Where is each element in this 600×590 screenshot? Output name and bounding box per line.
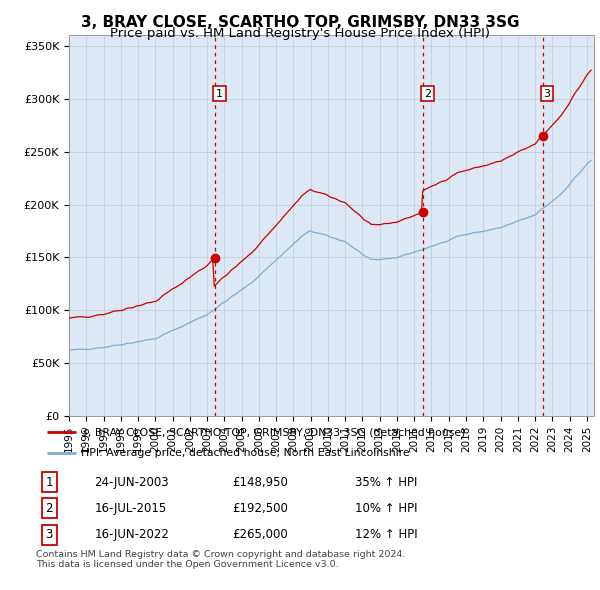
Text: 1: 1 (46, 476, 53, 489)
Text: HPI: Average price, detached house, North East Lincolnshire: HPI: Average price, detached house, Nort… (81, 448, 410, 458)
Text: Contains HM Land Registry data © Crown copyright and database right 2024.
This d: Contains HM Land Registry data © Crown c… (36, 550, 406, 569)
Text: 3, BRAY CLOSE, SCARTHO TOP, GRIMSBY, DN33 3SG (detached house): 3, BRAY CLOSE, SCARTHO TOP, GRIMSBY, DN3… (81, 428, 466, 438)
Text: 16-JUL-2015: 16-JUL-2015 (94, 502, 167, 515)
Text: 3: 3 (46, 528, 53, 541)
Text: £148,950: £148,950 (232, 476, 289, 489)
Text: Price paid vs. HM Land Registry's House Price Index (HPI): Price paid vs. HM Land Registry's House … (110, 27, 490, 40)
Text: 2: 2 (46, 502, 53, 515)
Text: £192,500: £192,500 (232, 502, 289, 515)
Text: 10% ↑ HPI: 10% ↑ HPI (355, 502, 417, 515)
Text: 3, BRAY CLOSE, SCARTHO TOP, GRIMSBY, DN33 3SG: 3, BRAY CLOSE, SCARTHO TOP, GRIMSBY, DN3… (81, 15, 519, 30)
Text: 24-JUN-2003: 24-JUN-2003 (94, 476, 169, 489)
Text: 16-JUN-2022: 16-JUN-2022 (94, 528, 169, 541)
Text: £265,000: £265,000 (232, 528, 288, 541)
Text: 1: 1 (216, 88, 223, 99)
Text: 12% ↑ HPI: 12% ↑ HPI (355, 528, 417, 541)
Text: 35% ↑ HPI: 35% ↑ HPI (355, 476, 417, 489)
Text: 3: 3 (544, 88, 551, 99)
Text: 2: 2 (424, 88, 431, 99)
